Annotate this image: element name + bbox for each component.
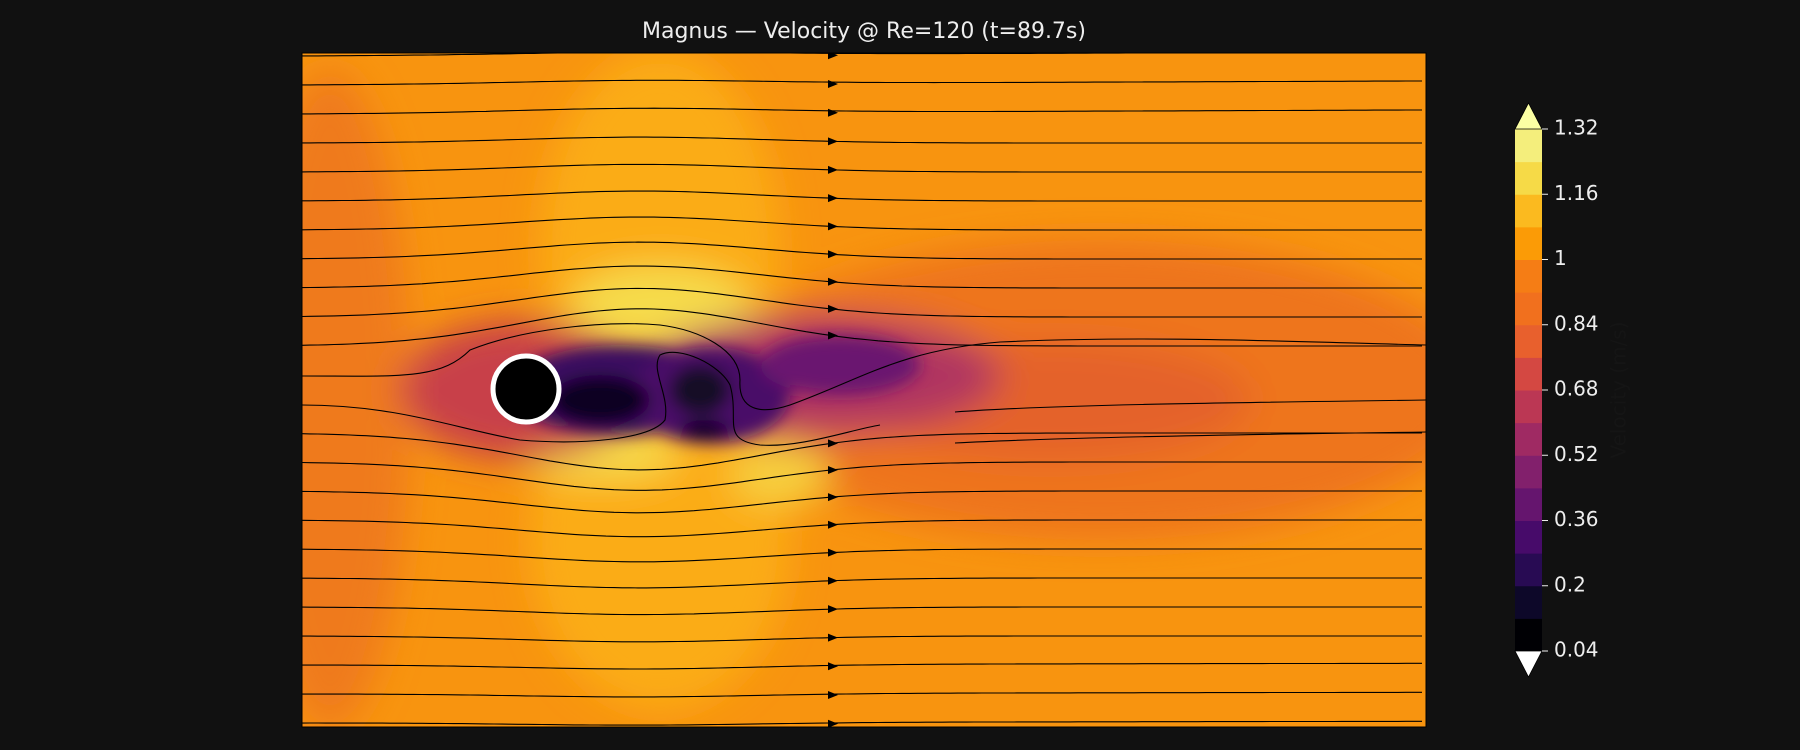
streamline [302, 606, 1422, 616]
colorbar-tick-label: 0.36 [1554, 507, 1599, 531]
streamline [302, 163, 1422, 173]
streamline [302, 265, 1422, 289]
stream-arrow [828, 605, 838, 614]
stream-arrow [828, 194, 838, 203]
streamline [302, 691, 1422, 698]
stream-arrow [828, 466, 838, 475]
colorbar-band [1515, 357, 1542, 391]
colorbar-tick-label: 0.68 [1554, 377, 1599, 401]
streamline [302, 351, 881, 446]
colorbar: 0.04 0.2 0.36 0.52 0.68 0.84 1 1.16 1.32 [1514, 102, 1599, 678]
streamline [954, 431, 1426, 444]
stream-arrow [828, 439, 838, 448]
colorbar-band [1515, 324, 1542, 358]
stream-arrow [828, 277, 838, 286]
colorbar-band [1515, 129, 1542, 163]
colorbar-tick-label: 0.52 [1554, 442, 1599, 466]
streamline [302, 432, 1422, 471]
stream-arrow [828, 662, 838, 671]
colorbar-band [1515, 194, 1542, 228]
colorbar-tick-label: 1.16 [1554, 181, 1599, 205]
stream-arrow [828, 331, 838, 340]
colorbar-band [1515, 553, 1542, 587]
streamline [302, 216, 1422, 231]
stream-arrow [828, 53, 838, 60]
streamline [302, 190, 1422, 202]
streamline [302, 490, 1422, 514]
stream-arrow [828, 520, 838, 529]
streamline [302, 136, 1422, 144]
colorbar-band [1515, 292, 1542, 326]
colorbar-band [1515, 585, 1542, 619]
colorbar-band [1515, 487, 1542, 521]
streamline [302, 635, 1422, 643]
field-shading [302, 53, 1426, 727]
stream-arrow [828, 222, 838, 231]
colorbar-over [1514, 102, 1543, 130]
chart-title: Magnus — Velocity @ Re=120 (t=89.7s) [642, 19, 1086, 44]
stream-arrow [828, 80, 838, 89]
plot-frame [301, 52, 1427, 728]
colorbar-tick-label: 0.04 [1554, 638, 1599, 662]
stream-arrow [828, 250, 838, 259]
stream-arrow [828, 690, 838, 699]
stream-arrow [828, 548, 838, 557]
colorbar-band [1515, 161, 1542, 195]
streamline [302, 519, 1422, 538]
colorbar-band [1515, 226, 1542, 260]
colorbar-band [1515, 520, 1542, 554]
colorbar-tick-label: 0.2 [1554, 572, 1586, 596]
streamline [302, 577, 1422, 589]
colorbar-band [1515, 455, 1542, 489]
stream-arrow [828, 493, 838, 502]
streamline [302, 548, 1422, 563]
streamline [302, 287, 1422, 318]
field [302, 53, 1426, 727]
colorbar-tick-label: 0.84 [1554, 311, 1599, 335]
stream-arrow [828, 719, 838, 727]
colorbar-band [1515, 618, 1542, 652]
streamline [302, 107, 1422, 115]
colorbar-tick-label: 1 [1554, 246, 1567, 270]
colorbar-tick-label: 1.32 [1554, 116, 1599, 140]
streamline [302, 662, 1422, 670]
colorbar-band [1515, 390, 1542, 424]
colorbar-band [1515, 259, 1542, 293]
streamline [302, 461, 1422, 491]
stream-arrow [828, 165, 838, 174]
stream-arrow [828, 304, 838, 313]
streamline [302, 323, 1426, 411]
colorbar-band [1515, 422, 1542, 456]
cylinder [490, 353, 562, 425]
streamline [302, 720, 1422, 726]
streamline [302, 241, 1422, 260]
streamline [954, 399, 1426, 413]
stream-arrow [828, 137, 838, 146]
stream-arrow [828, 576, 838, 585]
stream-arrow [828, 108, 838, 117]
stream-arrow [828, 633, 838, 642]
colorbar-under [1514, 650, 1543, 678]
wake [510, 335, 920, 443]
streamline [302, 79, 1422, 86]
colorbar-label: Velocity (m/s) [1607, 321, 1631, 458]
streamline [302, 308, 1422, 347]
